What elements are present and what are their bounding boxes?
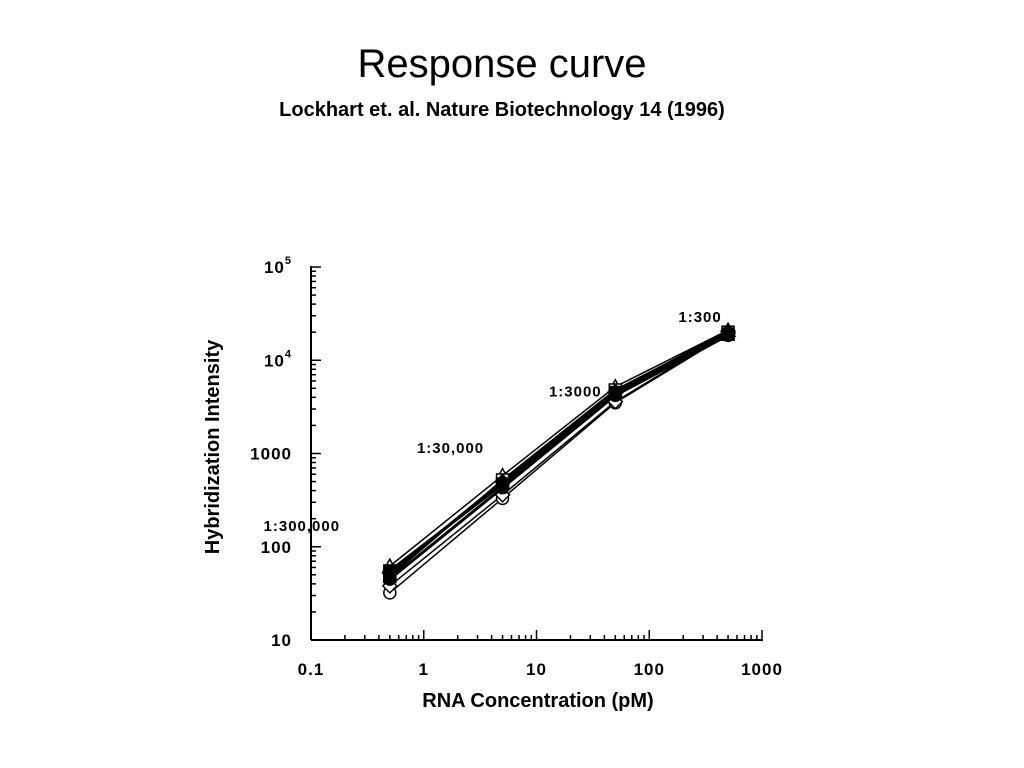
- y-tick-label: 100: [261, 538, 292, 557]
- y-tick-label: 1000: [250, 445, 292, 464]
- dilution-annotation: 1:3000: [549, 384, 602, 401]
- x-tick-label: 1000: [741, 660, 783, 679]
- x-axis-title: RNA Concentration (pM): [422, 690, 653, 712]
- dilution-annotation: 1:300,000: [264, 518, 341, 535]
- data-point-diamond-filled: [381, 565, 398, 582]
- data-point-diamond-filled: [719, 323, 737, 340]
- dilution-annotation: 1:30,000: [417, 440, 484, 457]
- y-tick-label: 105: [264, 255, 292, 277]
- y-axis-title: Hybridization Intensity: [202, 339, 224, 554]
- series-line: [389, 332, 729, 587]
- series-line: [388, 329, 729, 575]
- series-group: [381, 321, 737, 600]
- x-tick-label: 100: [634, 660, 665, 679]
- data-point-diamond-filled: [494, 473, 511, 490]
- dilution-annotation: 1:300: [678, 309, 721, 326]
- series-line: [389, 333, 729, 594]
- x-tick-label: 0.1: [298, 660, 325, 679]
- slide-subtitle: Lockhart et. al. Nature Biotechnology 14…: [279, 99, 725, 121]
- axes: [310, 266, 763, 641]
- x-tick-label: 10: [526, 660, 547, 679]
- labels-group: 105 104 1000 100 10 0.1 1 10 100 1000 RNA Concentr…: [202, 255, 783, 712]
- data-point-diamond-filled: [607, 383, 624, 400]
- y-tick-label: 104: [264, 348, 292, 370]
- y-tick-label: 10: [271, 631, 292, 650]
- series-line: [389, 329, 729, 567]
- series-line: [388, 334, 729, 581]
- slide-title: Response curve: [357, 42, 647, 86]
- x-tick-label: 1: [419, 660, 429, 679]
